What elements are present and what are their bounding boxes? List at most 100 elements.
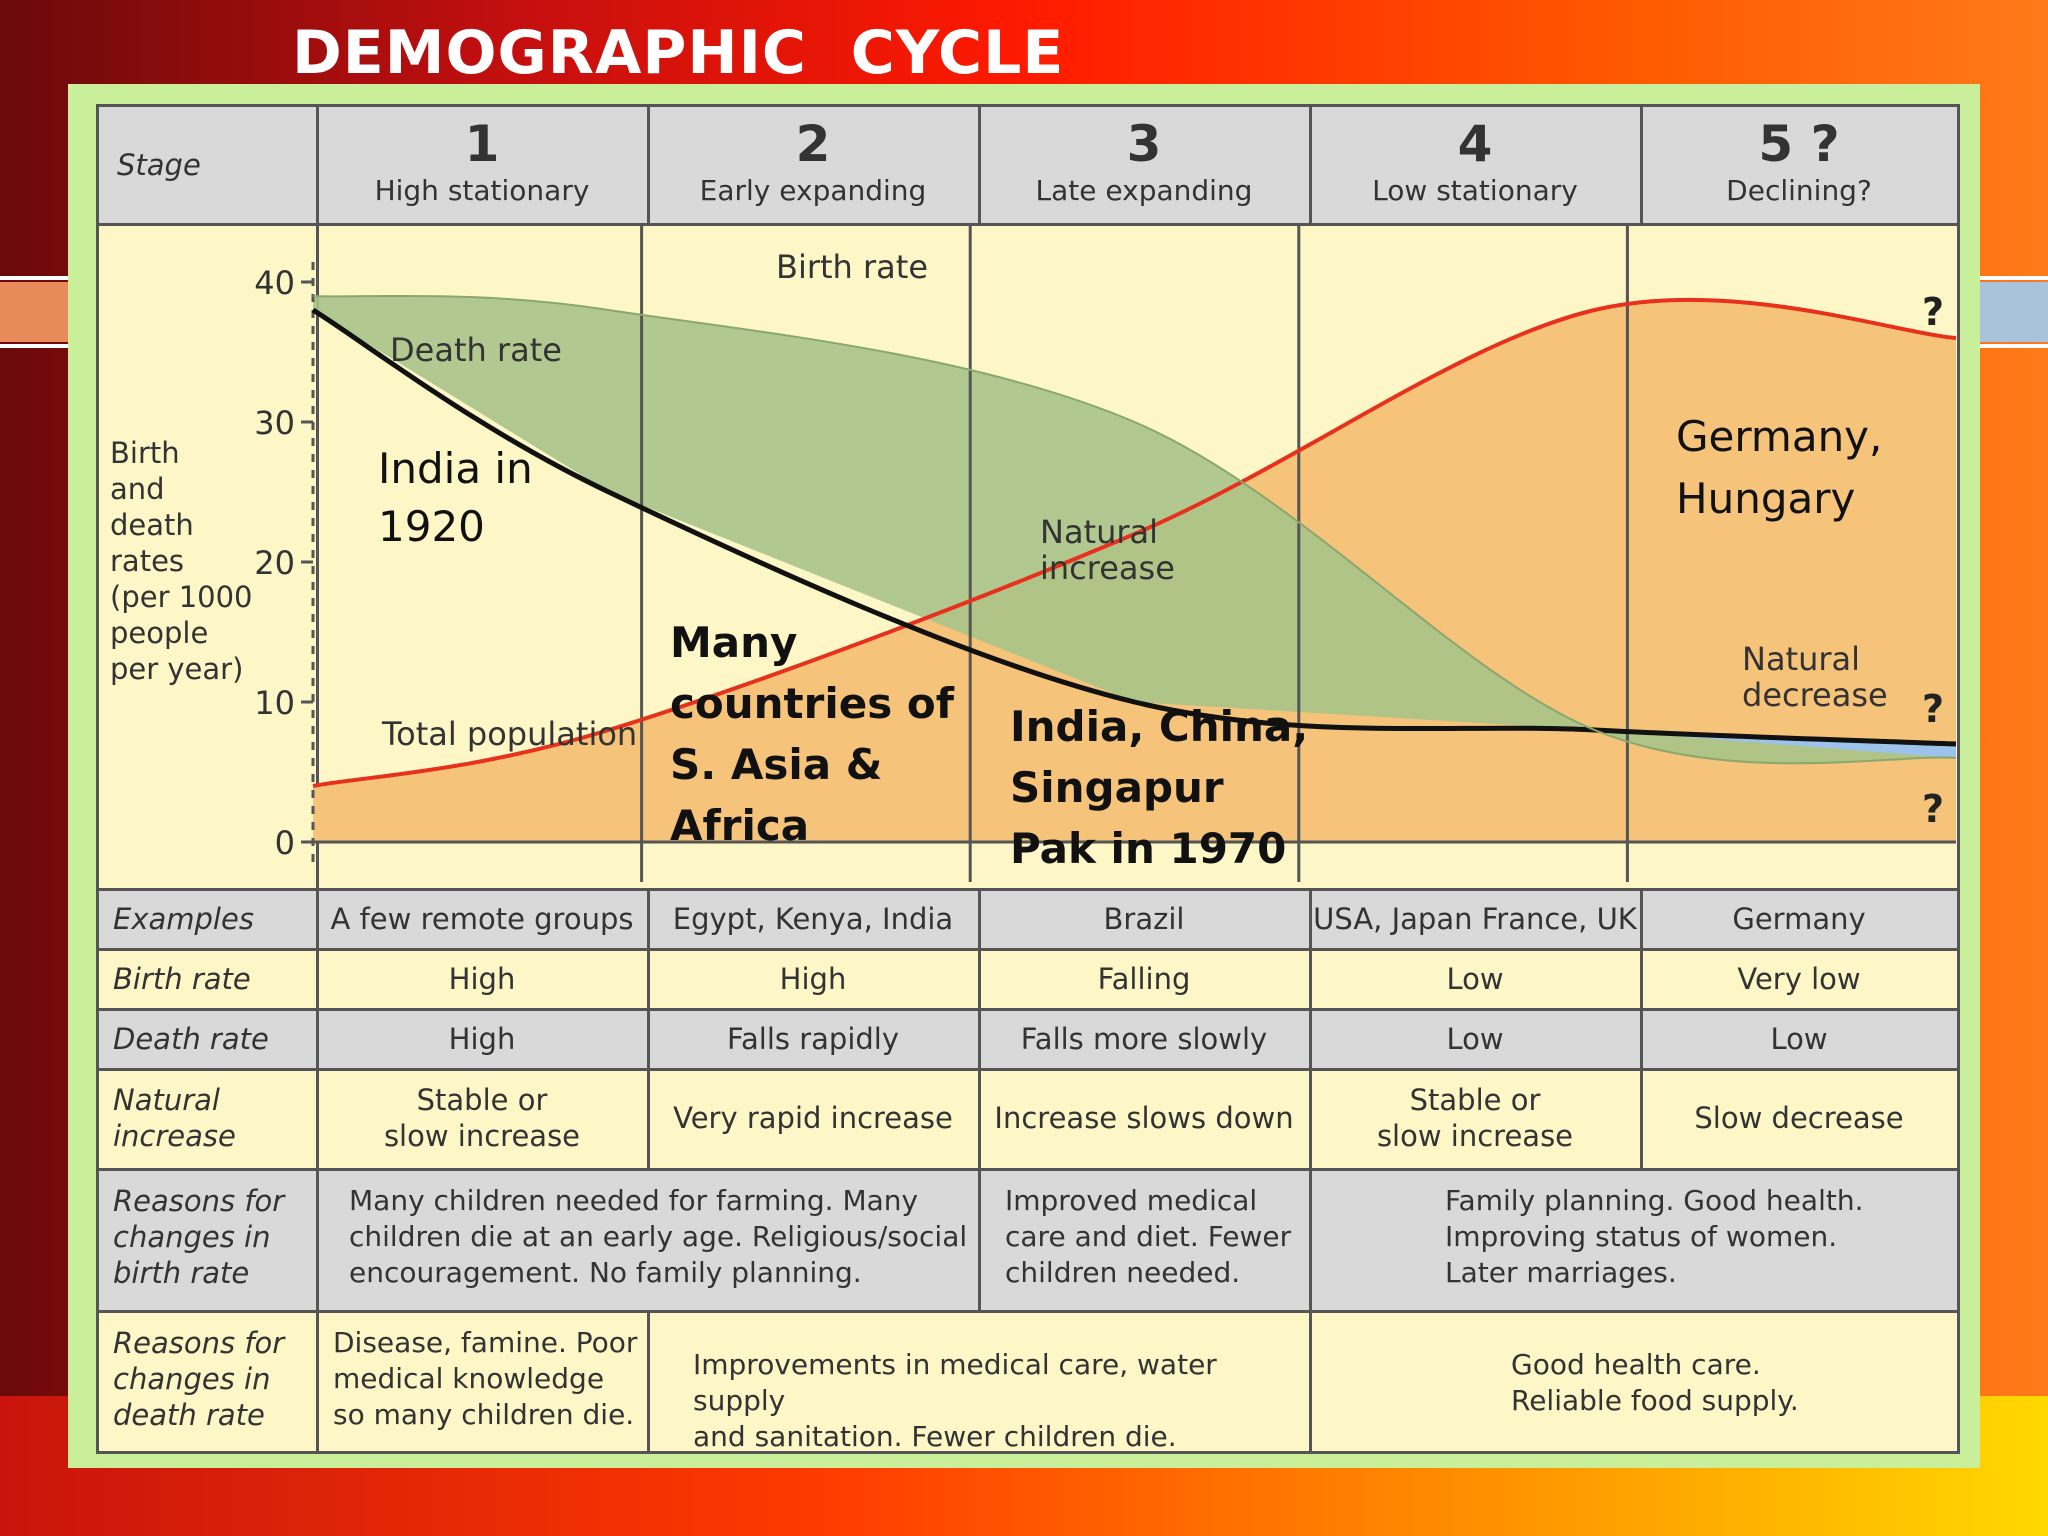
birth-rate-line (312, 294, 1957, 765)
stage-name: High stationary (374, 174, 590, 207)
cell-line: Family planning. Good health. (1445, 1184, 1864, 1217)
reasons-death-cell-3: Good health care. Reliable food supply. (1511, 1347, 1931, 1419)
label-line: Reasons for (113, 1184, 285, 1218)
y-axis-label: Birth and death rates (per 1000 people per yea… (110, 436, 253, 686)
birth-rate-cell: High (779, 962, 847, 996)
cell-line: Reliable food supply. (1511, 1384, 1799, 1417)
label-line: birth rate (113, 1256, 250, 1290)
reasons-birth-cell-3: Family planning. Good health. Improving … (1445, 1183, 1945, 1291)
annotation-line: Africa (670, 801, 810, 850)
cell-line: slow increase (1376, 1119, 1574, 1153)
stage-label: Stage (117, 148, 201, 182)
stage-name: Late expanding (1035, 174, 1253, 207)
annotation-line: India, China, (1010, 702, 1309, 751)
cell-line: Improved medical (1005, 1184, 1258, 1217)
natural-increase-cell: Stable or slow increase (317, 1082, 647, 1154)
reasons-death-cell-1: Disease, famine. Poor medical knowledge … (333, 1325, 643, 1433)
annotation-line: S. Asia & (670, 740, 883, 789)
death-rate-label: Death rate (113, 1022, 269, 1056)
decorative-stripe-left (0, 276, 70, 348)
natural-increase-cell: Increase slows down (994, 1101, 1294, 1135)
stage-2-header: 2 Early expanding (648, 115, 978, 209)
annotation-india-china: India, China, Singapur Pak in 1970 (1010, 696, 1308, 879)
annotation-line: Hungary (1676, 474, 1856, 523)
death-rate-cell: Low (1770, 1022, 1828, 1056)
examples-cell: Brazil (1103, 902, 1185, 936)
death-rate-row-bg (99, 1010, 1957, 1070)
cell-line: so many children die. (333, 1398, 635, 1431)
population-line (312, 297, 1957, 788)
label-line: increase (113, 1119, 236, 1153)
stage-number: 5 ? (1758, 115, 1840, 173)
natural-increase-label: Natural increase (1040, 513, 1175, 587)
header-row (99, 107, 1957, 225)
annotation-line: Many (670, 618, 798, 667)
annotation-line: India in (378, 444, 533, 493)
cell-line: Many children needed for farming. Many (349, 1184, 919, 1217)
cell-line: Improving status of women. (1445, 1220, 1838, 1253)
cell-line: Good health care. (1511, 1348, 1761, 1381)
stage-3-header: 3 Late expanding (979, 115, 1309, 209)
stage-name: Low stationary (1372, 174, 1578, 207)
examples-cell: USA, Japan France, UK (1313, 902, 1637, 936)
birth-rate-cell: High (448, 962, 516, 996)
death-rate-cell: Low (1446, 1022, 1504, 1056)
annotation-germany-hungary: Germany, Hungary (1676, 406, 1882, 530)
y-tick-label: 30 (254, 404, 295, 442)
stage-number: 4 (1457, 115, 1493, 173)
examples-row-bg (99, 890, 1957, 950)
annotation-india-1920: India in 1920 (378, 440, 533, 556)
cell-line: Stable or (1409, 1083, 1541, 1117)
natural-decrease-area (1594, 730, 1956, 758)
question-mark: ? (1922, 290, 1944, 334)
question-mark: ? (1922, 787, 1944, 831)
natural-increase-cell: Stable or slow increase (1310, 1082, 1640, 1154)
stage-5-header: 5 ? Declining? (1641, 115, 1957, 209)
y-tick-label: 40 (254, 264, 295, 302)
decorative-stripe-right (1978, 276, 2048, 348)
cell-line: medical knowledge (333, 1362, 605, 1395)
stage-1-header: 1 High stationary (317, 115, 647, 209)
reasons-birth-label: Reasons for changes in birth rate (113, 1183, 284, 1291)
death-rate-cell: High (448, 1022, 516, 1056)
label-line: Reasons for (113, 1326, 285, 1360)
death-rate-label: Death rate (390, 331, 562, 369)
examples-cell: Germany (1732, 902, 1866, 936)
death-rate-cell: Falls rapidly (726, 1022, 900, 1056)
label-line: changes in (113, 1220, 271, 1254)
cell-line: children die at an early age. Religious/… (349, 1220, 968, 1253)
cell-line: Improvements in medical care, water supp… (693, 1348, 1217, 1417)
label-line: Natural (113, 1083, 220, 1117)
cell-line: Disease, famine. Poor (333, 1326, 638, 1359)
natural-increase-area (313, 295, 1956, 764)
demographic-chart: 0 10 20 30 40 Birth and death rates (per 1000 peop… (110, 225, 1957, 882)
birth-rate-label: Birth rate (776, 248, 928, 286)
stage-number: 2 (795, 115, 831, 173)
cell-line: Later marriages. (1445, 1256, 1677, 1289)
cell-line: and sanitation. Fewer children die. (693, 1420, 1177, 1453)
cell-line: slow increase (383, 1119, 581, 1153)
examples-label: Examples (113, 902, 254, 936)
reasons-birth-cell-2: Improved medical care and diet. Fewer ch… (1005, 1183, 1305, 1291)
y-tick-label: 0 (275, 824, 295, 862)
annotation-line: Germany, (1676, 412, 1883, 461)
examples-cell: A few remote groups (330, 902, 634, 936)
y-tick-label: 20 (254, 544, 295, 582)
stage-number: 3 (1126, 115, 1162, 173)
birth-rate-cell: Falling (1097, 962, 1191, 996)
slide-title: DEMOGRAPHIC CYCLE (292, 18, 1065, 88)
reasons-birth-cell-1: Many children needed for farming. Many c… (349, 1183, 969, 1291)
death-rate-cell: Falls more slowly (1020, 1022, 1268, 1056)
examples-cell: Egypt, Kenya, India (672, 902, 954, 936)
y-tick-label: 10 (254, 684, 295, 722)
annotation-line: Singapur (1010, 763, 1224, 812)
natural-increase-label: Natural increase (113, 1082, 236, 1154)
stage-number: 1 (464, 115, 500, 173)
natural-decrease-label: Natural decrease (1742, 640, 1888, 714)
annotation-line: Pak in 1970 (1010, 824, 1287, 873)
annotation-line: countries of (670, 679, 954, 728)
cell-line: children needed. (1005, 1256, 1241, 1289)
birth-rate-cell: Very low (1737, 962, 1861, 996)
reasons-death-label: Reasons for changes in death rate (113, 1325, 284, 1433)
total-population-label: Total population (381, 715, 637, 753)
